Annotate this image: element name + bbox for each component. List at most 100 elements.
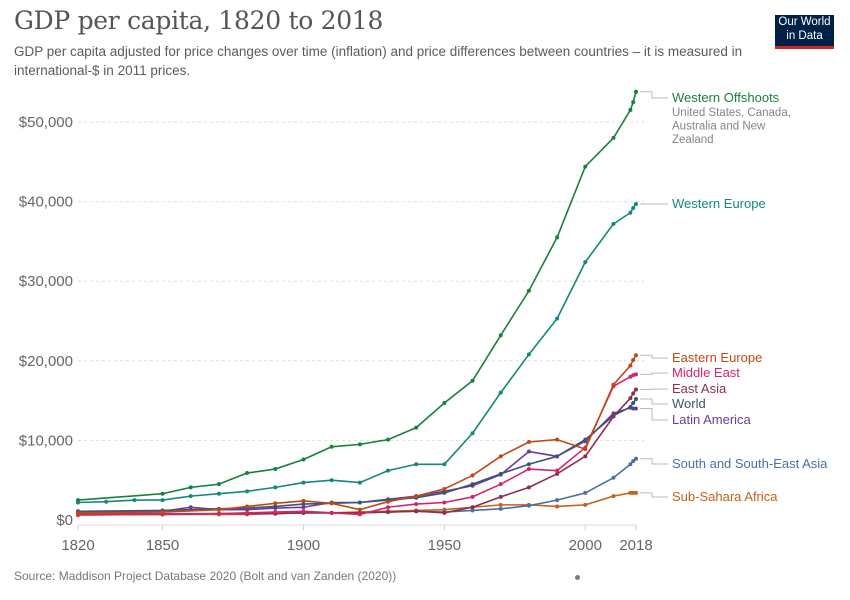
data-point [634, 353, 638, 358]
data-point [216, 482, 221, 487]
y-tick-label: $10,000 [19, 432, 73, 449]
data-point [611, 494, 616, 499]
legend-connector [640, 492, 668, 498]
data-point [628, 490, 633, 495]
data-point [583, 437, 588, 442]
data-point [555, 437, 560, 442]
data-point [555, 471, 560, 476]
data-point [188, 494, 193, 499]
legend-label: Sub-Sahara Africa [672, 489, 778, 504]
data-point [611, 135, 616, 140]
data-point [301, 502, 306, 507]
data-point [611, 414, 616, 419]
data-point [583, 502, 588, 507]
data-point [628, 396, 633, 401]
data-point [76, 498, 80, 503]
x-tick-label: 1850 [146, 537, 179, 554]
data-point [301, 480, 306, 485]
data-point [470, 482, 475, 487]
data-point [634, 387, 638, 392]
data-point [526, 462, 531, 467]
data-point [583, 260, 588, 265]
data-point [188, 485, 193, 490]
series-line-eastern-europe [77, 354, 637, 514]
data-point [470, 473, 475, 478]
legend-description: Zealand [672, 134, 714, 146]
data-point [386, 437, 390, 442]
data-point [386, 499, 390, 504]
data-point [631, 100, 636, 105]
data-point [216, 507, 221, 512]
data-point [301, 509, 306, 514]
data-point [631, 459, 636, 464]
data-point [160, 510, 165, 515]
logo-line-2: in Data [786, 29, 823, 42]
y-tick-label: $0 [56, 512, 73, 529]
data-point [526, 485, 531, 490]
data-point [498, 333, 503, 338]
data-point [245, 471, 250, 476]
data-point [188, 505, 193, 510]
legend-connector [640, 354, 668, 359]
data-point [273, 467, 278, 472]
data-point [273, 510, 278, 515]
source-note: Source: Maddison Project Database 2020 (… [14, 569, 397, 583]
data-point [634, 456, 638, 461]
data-point [631, 358, 636, 363]
footer-dot-icon[interactable] [575, 575, 580, 580]
data-point [357, 507, 362, 512]
x-tick-label: 1950 [428, 537, 461, 554]
data-point [414, 494, 419, 499]
data-point [631, 205, 636, 210]
legend-label: Middle East [672, 365, 740, 380]
data-point [470, 508, 475, 513]
data-point [245, 489, 250, 494]
data-point [555, 454, 560, 459]
data-point [301, 457, 306, 462]
y-tick-label: $30,000 [19, 273, 73, 290]
data-point [634, 406, 638, 411]
data-point [160, 491, 165, 496]
legend-label: Eastern Europe [672, 350, 762, 365]
owid-logo[interactable]: Our World in Data [775, 15, 834, 49]
data-point [329, 478, 334, 483]
data-point [611, 221, 616, 226]
data-point [386, 468, 390, 473]
data-point [628, 363, 633, 368]
data-point [357, 500, 362, 505]
data-point [498, 482, 503, 487]
data-point [245, 510, 250, 515]
data-point [442, 510, 447, 515]
data-point [442, 400, 447, 405]
data-point [442, 486, 447, 491]
data-point [611, 382, 616, 387]
data-point [583, 447, 588, 452]
data-point [634, 397, 638, 402]
data-point [273, 501, 278, 506]
x-tick-label: 1900 [287, 537, 320, 554]
data-point [555, 504, 560, 509]
data-point [357, 442, 362, 447]
data-point [442, 462, 447, 467]
y-tick-label: $40,000 [19, 194, 73, 211]
data-point [329, 510, 334, 515]
data-point [104, 499, 109, 504]
data-point [470, 431, 475, 436]
data-point [273, 504, 278, 509]
x-tick-label: 2018 [619, 537, 652, 554]
legend-connector [640, 458, 668, 465]
data-point [470, 505, 475, 510]
data-point [631, 391, 636, 396]
data-point [414, 502, 419, 507]
data-point [498, 494, 503, 499]
data-point [498, 502, 503, 507]
data-point [301, 505, 306, 510]
data-point [498, 390, 503, 395]
data-point [245, 504, 250, 509]
data-point [498, 506, 503, 511]
data-point [526, 467, 531, 472]
data-point [414, 509, 419, 514]
series-line-latin-america [77, 406, 636, 513]
data-point [526, 352, 531, 357]
